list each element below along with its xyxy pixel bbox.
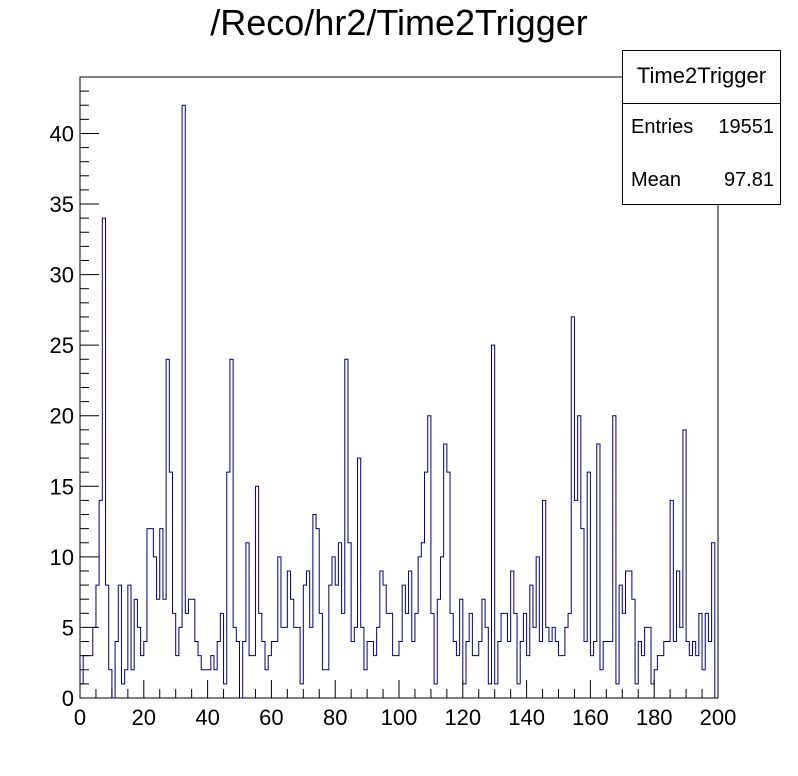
x-tick-label: 60 <box>259 705 283 730</box>
x-tick-label: 0 <box>74 705 86 730</box>
x-tick-label: 180 <box>636 705 673 730</box>
x-tick-label: 40 <box>195 705 219 730</box>
histogram-series <box>79 104 716 699</box>
y-tick-label: 40 <box>50 121 74 146</box>
y-tick-label: 5 <box>62 615 74 640</box>
y-tick-label: 20 <box>50 404 74 429</box>
y-tick-label: 25 <box>50 333 74 358</box>
y-axis: 0 5 10 15 20 25 30 35 40 <box>50 76 99 711</box>
y-tick-label: 30 <box>50 263 74 288</box>
stats-entries-label: Entries <box>631 116 694 138</box>
y-tick-label: 10 <box>50 545 74 570</box>
x-tick-label: 100 <box>381 705 418 730</box>
stats-title: Time2Trigger <box>623 51 780 104</box>
x-tick-label: 120 <box>444 705 481 730</box>
stats-mean-value: 97.81 <box>723 169 774 191</box>
histogram-line <box>79 104 716 699</box>
x-tick-label: 160 <box>572 705 609 730</box>
x-axis: 0 20 40 60 80 100 120 140 160 180 200 <box>74 680 736 730</box>
x-tick-label: 80 <box>323 705 347 730</box>
chart-title: /Reco/hr2/Time2Trigger <box>210 2 588 43</box>
stats-entries-value: 19551 <box>718 116 774 138</box>
y-tick-label: 35 <box>50 192 74 217</box>
stats-mean-label: Mean <box>631 169 682 191</box>
y-tick-label: 15 <box>50 474 74 499</box>
x-tick-label: 20 <box>132 705 156 730</box>
y-tick-label: 0 <box>62 686 74 711</box>
stats-box: Time2Trigger Entries 19551 Mean 97.81 <box>622 50 781 205</box>
x-tick-label: 140 <box>508 705 545 730</box>
x-tick-label: 200 <box>700 705 737 730</box>
